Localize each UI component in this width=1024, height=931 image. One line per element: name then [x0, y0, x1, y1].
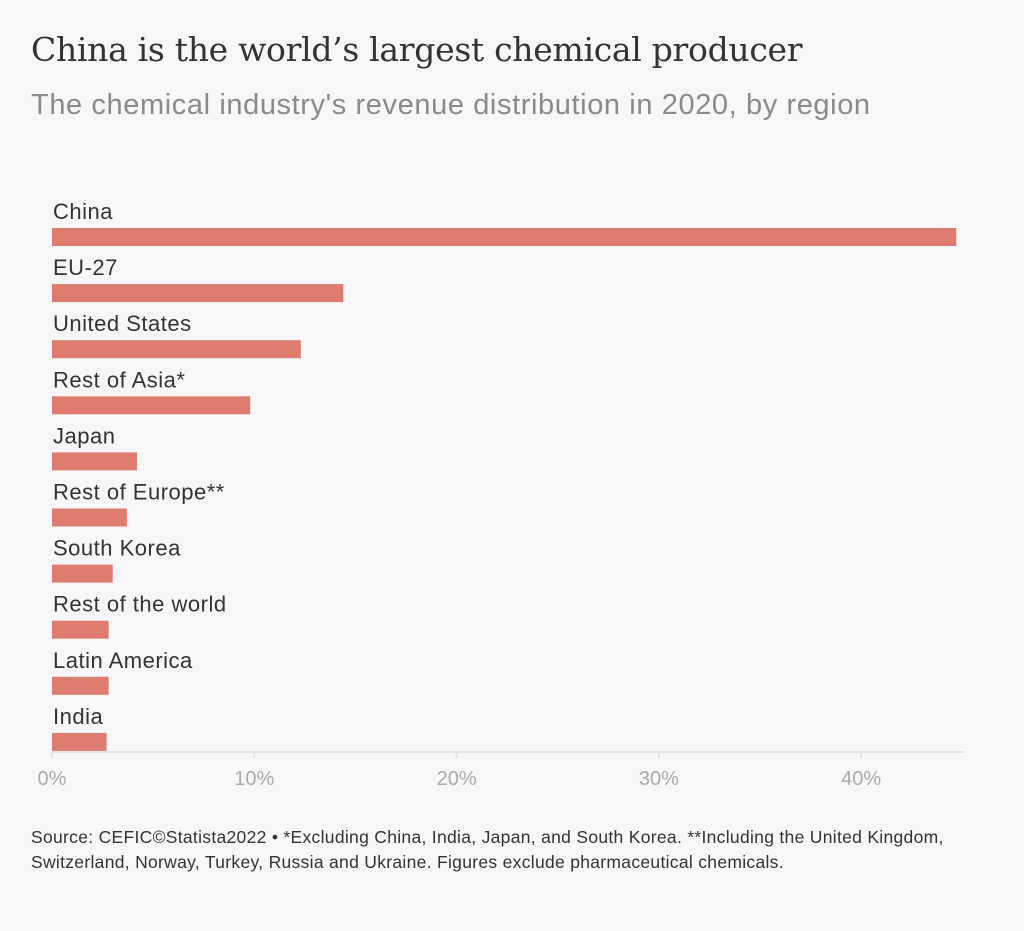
- category-label: China: [53, 199, 113, 224]
- bar-china: [52, 228, 957, 246]
- category-label: Rest of Europe**: [53, 480, 225, 505]
- category-label: Rest of the world: [53, 592, 227, 617]
- x-tick-label: 40%: [841, 768, 881, 790]
- chart-subtitle: The chemical industry's revenue distribu…: [31, 89, 871, 121]
- bar-latin-america: [52, 676, 109, 695]
- source-note: Source: CEFIC©Statista2022 • *Excluding …: [31, 827, 944, 872]
- bar-chart: China EU-27 United States Rest of Asia* Japa…: [38, 199, 965, 790]
- category-label: South Korea: [53, 536, 181, 561]
- x-tick-label: 20%: [437, 768, 477, 790]
- bar-united-states: [52, 340, 301, 359]
- category-label: Rest of Asia*: [53, 367, 185, 392]
- x-tick-label: 10%: [234, 768, 274, 790]
- bar-rest-of-asia-: [52, 396, 251, 415]
- bar-japan: [52, 452, 137, 471]
- bar-eu-27: [52, 284, 344, 303]
- category-label: Latin America: [53, 648, 193, 673]
- x-tick-label: 30%: [639, 768, 679, 790]
- bar-rest-of-the-world: [52, 620, 109, 639]
- category-label: India: [53, 704, 103, 729]
- bar-south-korea: [52, 564, 113, 583]
- category-label: United States: [53, 311, 192, 336]
- bar-rest-of-europe-: [52, 508, 127, 527]
- chart-title: China is the world’s largest chemical pr…: [31, 30, 803, 69]
- x-tick-label: 0%: [38, 768, 67, 790]
- bar-india: [52, 732, 107, 751]
- category-label: Japan: [53, 423, 115, 448]
- category-label: EU-27: [53, 255, 118, 280]
